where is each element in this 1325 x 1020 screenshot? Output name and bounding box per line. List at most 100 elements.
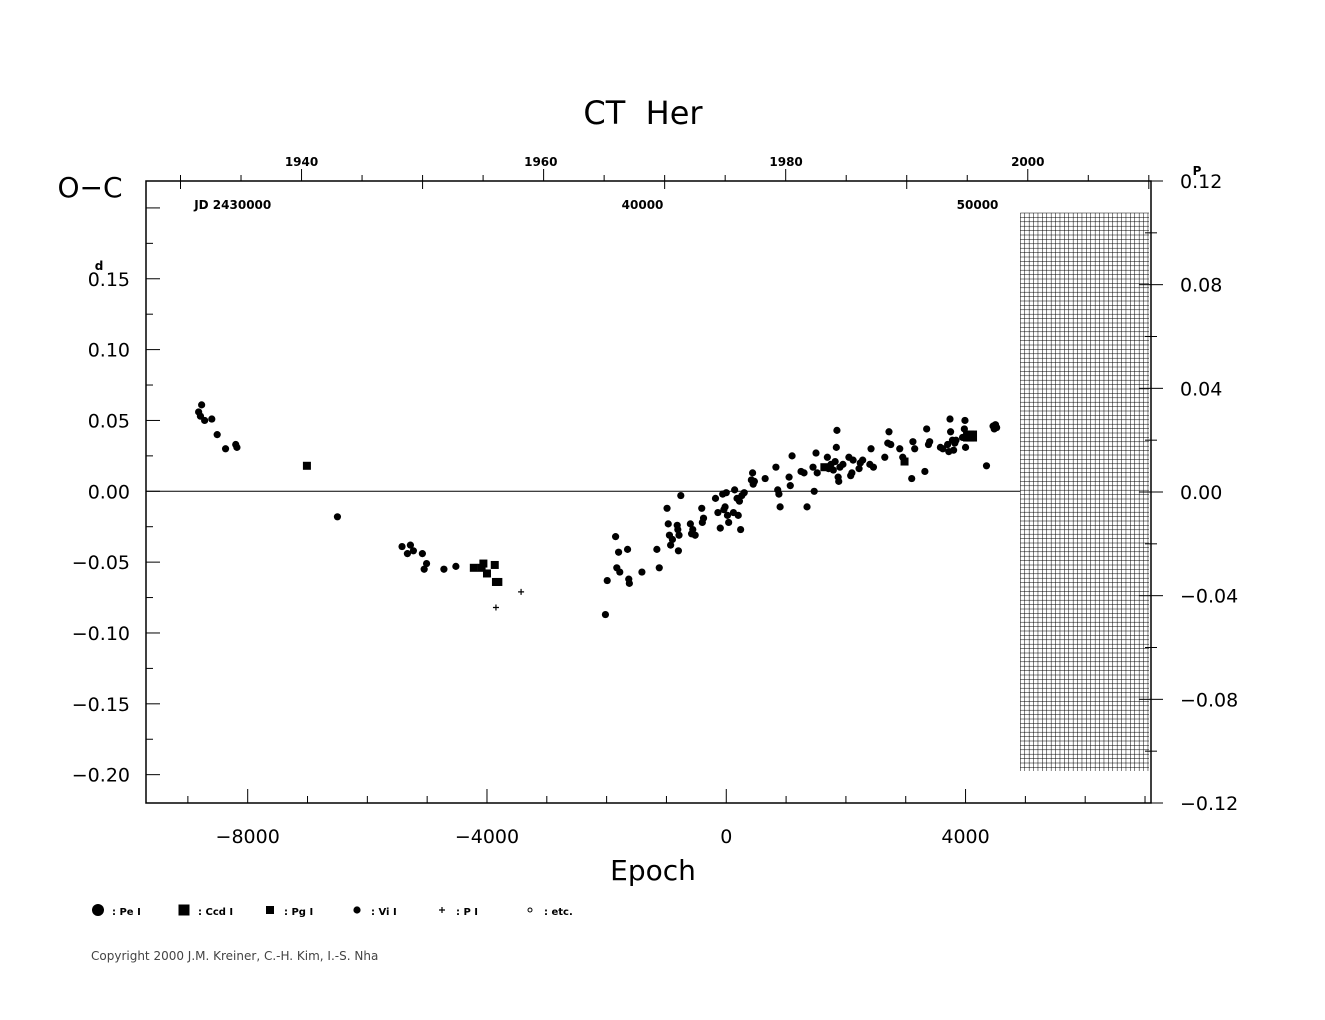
y-tick-label: 0.05 <box>88 410 130 432</box>
data-point <box>939 445 947 453</box>
y2-tick-label: −0.04 <box>1180 586 1238 608</box>
data-point <box>477 563 486 572</box>
x-tick-label: −8000 <box>216 826 280 848</box>
data-point <box>686 520 694 528</box>
legend-label: : etc. <box>544 907 573 918</box>
plot-frame <box>145 180 1152 804</box>
y2-unit-superscript: P <box>1193 164 1202 178</box>
data-point <box>993 423 1001 432</box>
data-point <box>831 457 839 466</box>
y2-tick-label: 0.00 <box>1180 482 1222 504</box>
data-point <box>737 525 745 534</box>
data-point <box>923 425 931 433</box>
data-point <box>800 469 808 477</box>
data-point <box>820 463 829 472</box>
data-point <box>909 438 917 446</box>
legend-label: : Vi I <box>371 907 397 918</box>
data-point <box>812 449 820 457</box>
top-jd-label: JD 2430000 <box>193 198 271 212</box>
data-point <box>829 466 837 474</box>
y2-tick-label: 0.08 <box>1180 275 1222 297</box>
data-point <box>735 497 744 505</box>
data-point <box>946 428 955 436</box>
data-point <box>911 445 919 453</box>
data-point <box>809 463 817 471</box>
data-point <box>623 545 632 553</box>
data-point <box>655 564 663 572</box>
top-year-label: 1940 <box>285 155 318 169</box>
data-point <box>698 504 706 512</box>
data-point <box>946 415 954 423</box>
data-point <box>734 511 742 519</box>
legend-label: : Ccd I <box>198 907 233 918</box>
y-tick-label: 0.00 <box>88 481 130 503</box>
data-point <box>302 461 311 470</box>
data-point <box>714 508 722 517</box>
y-unit-superscript: d <box>95 259 104 273</box>
data-point <box>881 453 889 461</box>
data-point <box>859 456 867 464</box>
data-point <box>638 568 646 576</box>
data-point <box>494 577 503 586</box>
data-point <box>711 494 720 502</box>
data-point <box>835 477 843 485</box>
x-tick-label: −4000 <box>455 826 519 848</box>
data-point <box>839 460 847 468</box>
data-point <box>723 511 732 519</box>
data-point <box>492 604 499 611</box>
data-point <box>952 436 960 444</box>
y2-tick-label: 0.04 <box>1180 378 1222 400</box>
data-point <box>201 416 209 425</box>
y-tick-label: 0.10 <box>88 340 130 362</box>
data-point <box>490 560 499 569</box>
x-tick-label: 0 <box>720 826 732 848</box>
data-point <box>855 465 863 473</box>
data-point <box>725 518 733 527</box>
x-tick-label: 4000 <box>941 826 989 848</box>
data-point <box>674 547 683 555</box>
axis-ticks <box>146 169 1163 804</box>
data-point <box>691 531 699 539</box>
data-point <box>849 456 857 464</box>
data-point <box>813 469 821 477</box>
data-point <box>887 440 895 449</box>
y2-tick-label: −0.12 <box>1180 793 1238 815</box>
data-point <box>611 533 620 541</box>
y2-tick-label: 0.12 <box>1180 171 1222 193</box>
data-point <box>721 503 729 511</box>
data-point <box>333 513 342 521</box>
data-point <box>469 563 478 572</box>
data-point <box>198 401 206 409</box>
data-point <box>667 541 675 549</box>
data-point <box>776 503 784 511</box>
data-point <box>833 426 841 434</box>
data-point <box>689 525 697 534</box>
data-point <box>761 474 769 483</box>
legend-marker <box>178 904 190 916</box>
data-point <box>926 438 934 446</box>
data-point <box>409 547 418 555</box>
data-point <box>786 482 794 490</box>
y-tick-label: −0.05 <box>72 552 130 574</box>
data-point <box>668 535 677 544</box>
data-point <box>896 445 904 453</box>
data-point <box>848 469 856 477</box>
data-point <box>653 545 661 553</box>
data-point <box>406 541 415 549</box>
data-point <box>869 463 878 471</box>
data-point <box>663 504 671 512</box>
data-point <box>775 490 783 498</box>
data-point <box>748 469 757 477</box>
data-point <box>716 524 724 532</box>
legend-marker <box>92 904 104 916</box>
data-point <box>208 415 216 423</box>
data-point <box>731 486 739 494</box>
data-point <box>213 431 221 439</box>
top-year-label: 1960 <box>524 155 557 169</box>
data-point <box>810 487 818 495</box>
chart-title: CT Her <box>583 94 703 132</box>
data-point <box>966 430 978 442</box>
data-point <box>221 445 230 453</box>
legend-marker <box>527 907 533 913</box>
data-point <box>452 562 460 570</box>
